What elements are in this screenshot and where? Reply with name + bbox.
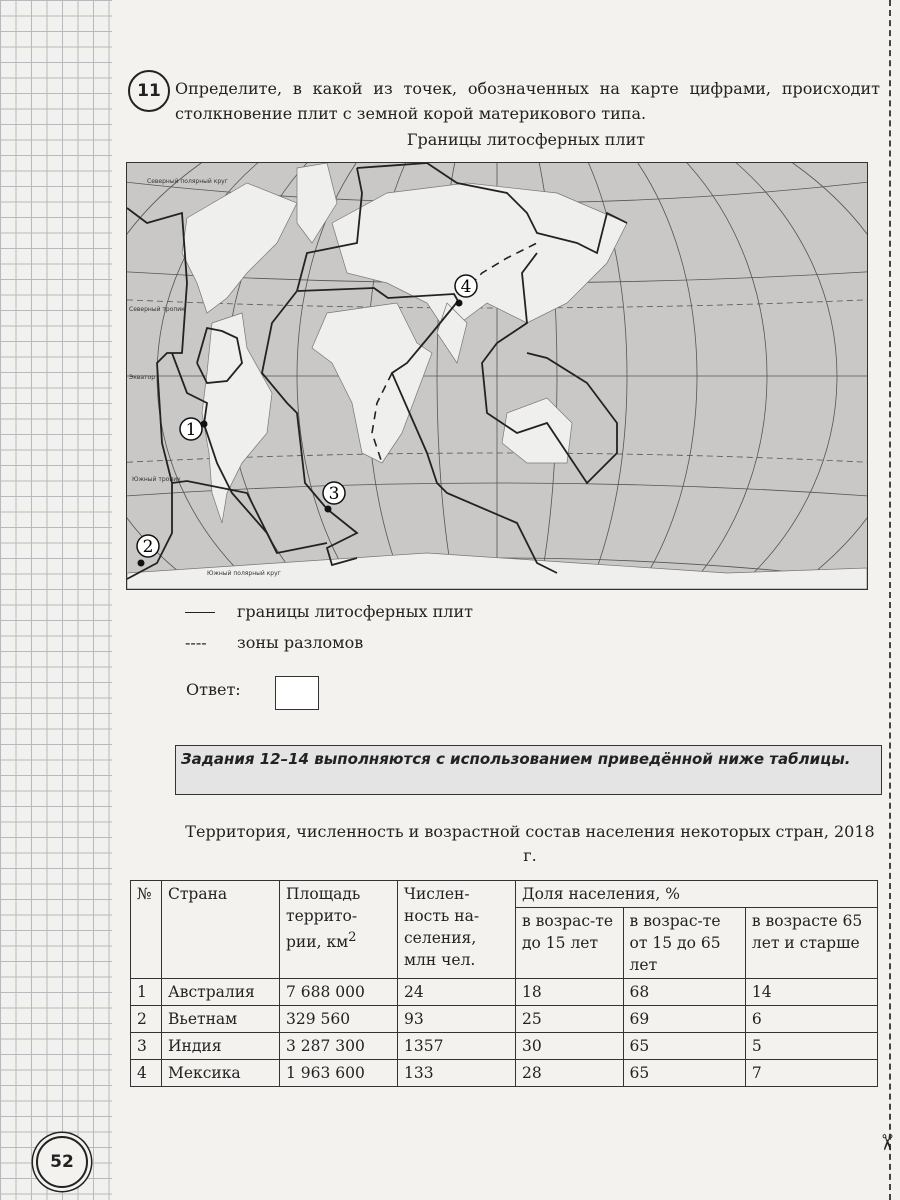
map-point-label: 3	[329, 484, 340, 504]
table-cell: 28	[515, 1059, 624, 1087]
plate-boundaries	[127, 163, 628, 580]
south-polar-circle-label: Южный полярный круг	[207, 570, 281, 577]
table-cell: 68	[622, 978, 746, 1006]
table-cell: 18	[515, 978, 624, 1006]
table-cell: 65	[622, 1059, 746, 1087]
header-share: Доля населения, %	[515, 880, 878, 908]
table-row: 3 Индия 3 287 300 1357 30 65 5	[130, 1032, 879, 1060]
plate-boundaries-map: 1 2 3 4 Экватор Северный тропик Южный тропи…	[126, 162, 868, 590]
grid-margin	[0, 0, 112, 1200]
question-number: 11	[128, 70, 170, 112]
legend-dashed: ---- зоны разломов	[185, 633, 363, 652]
header-country: Страна	[161, 880, 280, 979]
table-cell: 93	[397, 1005, 516, 1033]
scissors-icon: ✂	[873, 1133, 899, 1152]
table-row: 2 Вьетнам 329 560 93 25 69 6	[130, 1005, 879, 1033]
table-cell: Вьетнам	[161, 1005, 280, 1033]
table-cell: 24	[397, 978, 516, 1006]
map-title: Границы литосферных плит	[406, 130, 646, 149]
header-under15: в возрас-те до 15 лет	[515, 907, 624, 979]
answer-label: Ответ:	[186, 680, 241, 699]
table-cell: 69	[622, 1005, 746, 1033]
map-point-marker	[324, 505, 332, 513]
table-title: Территория, численность и возрастной сос…	[185, 822, 875, 865]
population-table: № Страна Площадь террито-рии, км2 Числен…	[130, 880, 879, 1087]
map-point-label: 2	[143, 537, 154, 557]
table-cell: 7 688 000	[279, 978, 398, 1006]
header-area: Площадь террито-рии, км2	[279, 880, 398, 979]
table-cell: 2	[130, 1005, 162, 1033]
header-15to65: в возрас-те от 15 до 65 лет	[622, 907, 746, 979]
table-cell: 6	[744, 1005, 879, 1033]
dashed-line-symbol: ----	[185, 633, 207, 652]
table-cell: 1357	[397, 1032, 516, 1060]
map-point-label-circle	[322, 481, 346, 505]
table-cell: Индия	[161, 1032, 280, 1060]
table-cell: Мексика	[161, 1059, 280, 1087]
table-row: 4 Мексика 1 963 600 133 28 65 7	[130, 1059, 879, 1087]
legend-solid: границы литосферных плит	[185, 602, 473, 621]
table-cell: 4	[130, 1059, 162, 1087]
table-cell: 3	[130, 1032, 162, 1060]
table-cell: 25	[515, 1005, 624, 1033]
equator-label: Экватор	[129, 374, 155, 381]
continents	[127, 163, 867, 589]
map-point-label-circle	[136, 534, 160, 558]
table-cell: 329 560	[279, 1005, 398, 1033]
map-point-label-circle	[454, 274, 478, 298]
table-cell: Австралия	[161, 978, 280, 1006]
north-tropic-label: Северный тропик	[129, 306, 185, 313]
map-point-label: 1	[186, 420, 197, 440]
solid-line-symbol	[185, 612, 215, 613]
table-cell: 14	[744, 978, 879, 1006]
map-point-marker	[455, 299, 463, 307]
table-cell: 7	[744, 1059, 879, 1087]
table-cell: 65	[622, 1032, 746, 1060]
table-cell: 1	[130, 978, 162, 1006]
table-cell: 5	[744, 1032, 879, 1060]
legend-dashed-label: зоны разломов	[237, 633, 364, 652]
map-point-label: 4	[461, 277, 472, 297]
table-cell: 30	[515, 1032, 624, 1060]
table-cell: 1 963 600	[279, 1059, 398, 1087]
cut-line	[889, 0, 891, 1200]
south-tropic-label: Южный тропик	[132, 476, 181, 483]
answer-box[interactable]	[275, 676, 319, 710]
map-point-marker	[137, 559, 145, 567]
header-num: №	[130, 880, 162, 979]
question-text: Определите, в какой из точек, обозначенн…	[175, 79, 880, 123]
header-over65: в возрасте 65 лет и старше	[744, 907, 879, 979]
map-point-label-circle	[179, 417, 203, 441]
table-cell: 3 287 300	[279, 1032, 398, 1060]
table-cell: 133	[397, 1059, 516, 1087]
instruction-banner: Задания 12–14 выполняются с использовани…	[175, 745, 882, 795]
north-polar-circle-label: Северный полярный круг	[147, 178, 228, 185]
header-population: Числен-ность на-селения, млн чел.	[397, 880, 516, 979]
legend-solid-label: границы литосферных плит	[237, 602, 473, 621]
table-row: 1 Австралия 7 688 000 24 18 68 14	[130, 978, 879, 1006]
page-number: 52	[36, 1136, 88, 1188]
